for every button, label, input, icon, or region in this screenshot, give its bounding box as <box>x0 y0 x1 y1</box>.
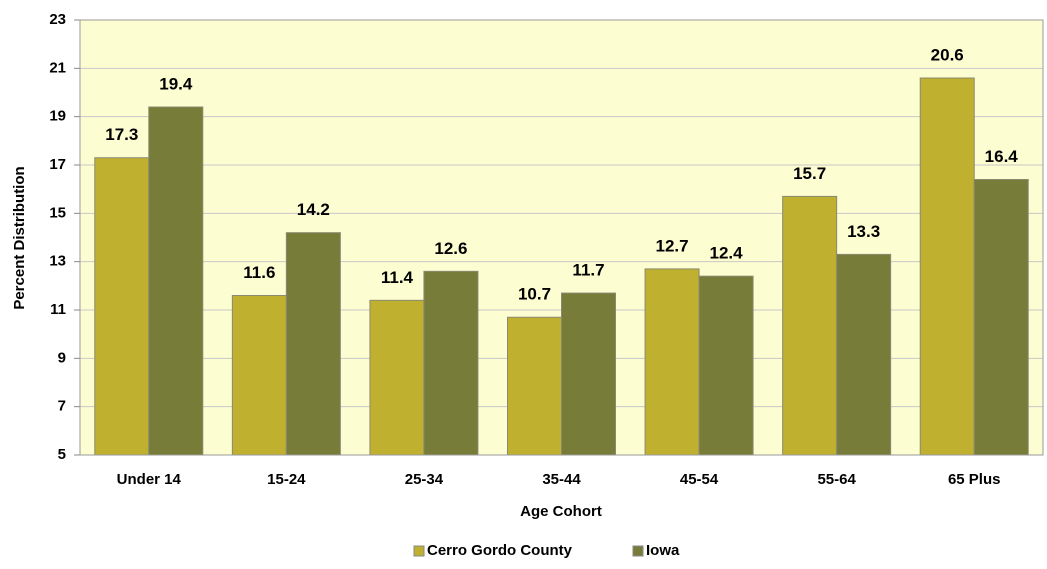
y-tick-label: 19 <box>49 108 66 125</box>
x-axis-label: Age Cohort <box>520 503 602 520</box>
y-tick-label: 21 <box>49 59 66 76</box>
x-tick-label: 35-44 <box>542 471 581 488</box>
bar <box>231 295 287 456</box>
x-tick-label: 65 Plus <box>948 471 1001 488</box>
bar <box>148 106 204 456</box>
data-label: 11.6 <box>243 263 275 282</box>
bar <box>698 275 754 456</box>
bar <box>94 157 150 456</box>
data-label: 12.7 <box>656 236 689 255</box>
bar <box>423 270 479 456</box>
x-tick-label: 55-64 <box>817 471 856 488</box>
x-tick-label: 45-54 <box>680 471 719 488</box>
bar <box>561 292 616 456</box>
data-label: 12.4 <box>710 244 744 263</box>
data-label: 11.7 <box>572 261 604 280</box>
bar <box>369 299 425 456</box>
y-axis-label: Percent Distribution <box>11 166 28 309</box>
bar <box>973 179 1029 456</box>
y-tick-label: 7 <box>58 398 66 415</box>
y-tick-label: 17 <box>49 156 66 173</box>
y-tick-label: 5 <box>58 446 66 463</box>
data-label: 16.4 <box>985 147 1019 166</box>
legend-swatch <box>413 545 425 557</box>
bar <box>836 253 892 456</box>
x-tick-label: Under 14 <box>117 471 182 488</box>
y-tick-label: 9 <box>58 349 66 366</box>
x-tick-label: 15-24 <box>267 471 306 488</box>
bar <box>919 77 975 456</box>
data-label: 14.2 <box>297 200 330 219</box>
legend-label: Iowa <box>646 542 680 559</box>
data-label: 12.6 <box>434 239 467 258</box>
y-tick-label: 15 <box>49 204 66 221</box>
y-tick-label: 13 <box>49 253 66 270</box>
y-tick-label: 11 <box>50 301 66 318</box>
bar <box>782 195 838 456</box>
data-label: 13.3 <box>847 222 880 241</box>
bar <box>507 316 562 456</box>
plot-border <box>79 19 1044 456</box>
data-label: 20.6 <box>931 45 964 64</box>
legend-swatch <box>632 545 644 557</box>
legend-label: Cerro Gordo County <box>427 542 573 559</box>
y-tick-label: 23 <box>49 11 66 28</box>
data-label: 17.3 <box>105 125 138 144</box>
bar <box>644 268 700 456</box>
data-label: 11.4 <box>381 268 414 287</box>
bar <box>285 232 341 456</box>
data-label: 19.4 <box>159 74 193 93</box>
x-tick-label: 25-34 <box>405 471 444 488</box>
data-label: 15.7 <box>793 164 826 183</box>
data-label: 10.7 <box>518 285 551 304</box>
